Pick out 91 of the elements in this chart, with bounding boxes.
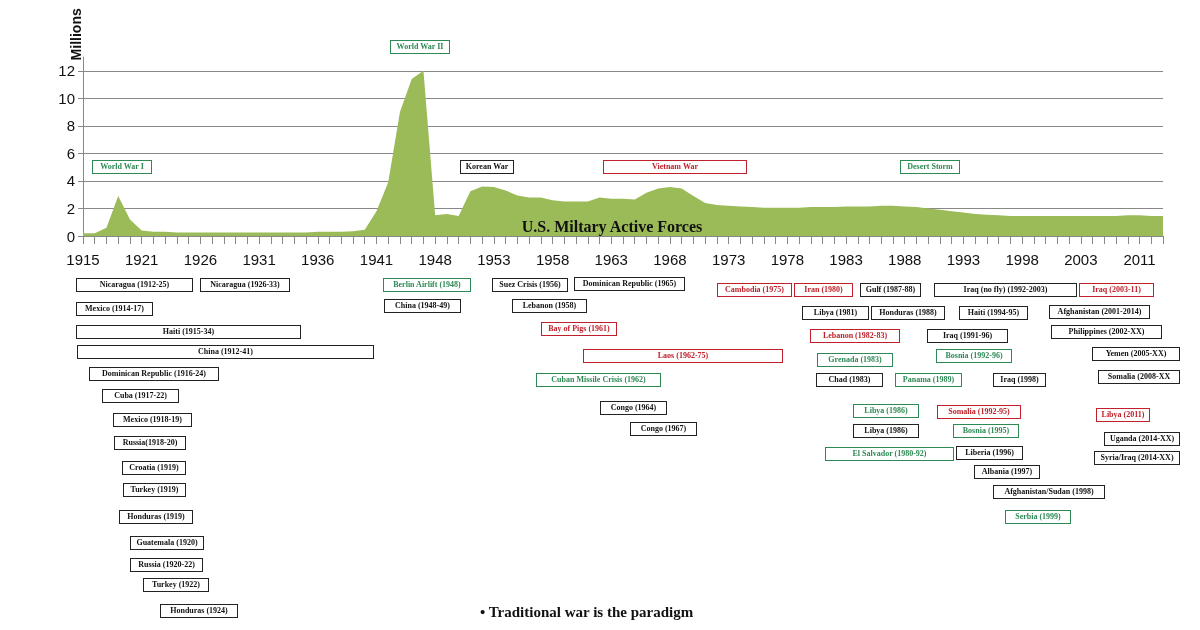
text: Iran (1980) <box>794 283 853 297</box>
text: Libya (1986) <box>853 404 919 418</box>
x-tick-label: 1931 <box>242 251 276 268</box>
text: Philippines (2002-XX) <box>1051 325 1162 339</box>
text: Honduras (1919) <box>119 510 193 524</box>
text: • Traditional war is the paradigm <box>480 604 694 621</box>
annotation: World War I <box>92 160 152 174</box>
text: Turkey (1922) <box>143 578 209 592</box>
text: Turkey (1919) <box>123 483 186 497</box>
text: Laos (1962-75) <box>583 349 783 363</box>
text: Libya (1986) <box>853 424 919 438</box>
text: Lebanon (1958) <box>512 299 587 313</box>
text: Russia(1918-20) <box>114 436 186 450</box>
text: Panama (1989) <box>895 373 962 387</box>
text: Cuba (1917-22) <box>102 389 179 403</box>
text: Congo (1967) <box>630 422 697 436</box>
y-tick-label: 8 <box>66 117 75 135</box>
x-tick-label: 1926 <box>183 251 218 268</box>
text: Afghanistan (2001-2014) <box>1049 305 1150 319</box>
text: Haiti (1915-34) <box>76 325 301 339</box>
text: Chad (1983) <box>816 373 883 387</box>
text: Libya (2011) <box>1096 408 1150 422</box>
text: Berlin Airlift (1948) <box>383 278 471 292</box>
x-tick-label: 2003 <box>1064 251 1098 268</box>
text: Mexico (1914-17) <box>76 302 153 316</box>
x-tick-label: 1921 <box>125 251 159 268</box>
text: Somalia (2008-XX <box>1098 370 1180 384</box>
text: World War II <box>390 40 450 54</box>
x-tick-label: 1958 <box>535 251 570 268</box>
text: Croatia (1919) <box>122 461 186 475</box>
annotation: Korean War <box>460 160 514 174</box>
y-tick-label: 10 <box>58 89 75 107</box>
text: Bosnia (1992-96) <box>936 349 1012 363</box>
text: Iraq (2003-11) <box>1079 283 1154 297</box>
text: U.S. Miltary Active Forces <box>521 217 703 236</box>
annotation: Desert Storm <box>900 160 960 174</box>
text: Honduras (1988) <box>871 306 945 320</box>
text: China (1948-49) <box>384 299 461 313</box>
text: Serbia (1999) <box>1005 510 1071 524</box>
y-axis-title: Millions <box>68 8 84 61</box>
x-tick-label: 1963 <box>594 251 628 268</box>
text: Russia (1920-22) <box>130 558 203 572</box>
x-tick-label: 1941 <box>359 251 394 268</box>
x-tick-label: 2011 <box>1123 251 1156 268</box>
y-tick-label: 12 <box>58 62 75 80</box>
text: Bosnia (1995) <box>953 424 1019 438</box>
text: Haiti (1994-95) <box>959 306 1028 320</box>
text: Nicaragua (1926-33) <box>200 278 290 292</box>
x-tick-label: 1978 <box>770 251 805 268</box>
text: China (1912-41) <box>77 345 374 359</box>
x-tick-label: 1948 <box>418 251 452 268</box>
text: Nicaragua (1912-25) <box>76 278 193 292</box>
y-tick-label: 0 <box>66 227 75 245</box>
text: Uganda (2014-XX) <box>1104 432 1180 446</box>
x-tick-label: 1993 <box>946 251 981 268</box>
text: Albania (1997) <box>974 465 1040 479</box>
x-tick-label: 1968 <box>653 251 687 268</box>
y-tick-label: 2 <box>66 199 75 217</box>
text: Yemen (2005-XX) <box>1092 347 1180 361</box>
x-tick-label: 1953 <box>477 251 511 268</box>
y-tick-label: 4 <box>66 172 75 190</box>
text: Iraq (1991-96) <box>927 329 1008 343</box>
text: Afghanistan/Sudan (1998) <box>993 485 1105 499</box>
x-tick-label: 1973 <box>711 251 746 268</box>
text: Cuban Missile Crisis (1962) <box>536 373 661 387</box>
text: Guatemala (1920) <box>130 536 204 550</box>
x-tick-label: 1988 <box>888 251 922 268</box>
annotation: Vietnam War <box>603 160 747 174</box>
text: El Salvador (1980-92) <box>825 447 954 461</box>
x-tick-label: 1936 <box>301 251 335 268</box>
text: Iraq (1998) <box>993 373 1046 387</box>
text: Gulf (1987-88) <box>860 283 921 297</box>
text: Mexico (1918-19) <box>113 413 192 427</box>
text: Lebanon (1982-83) <box>810 329 900 343</box>
text: Suez Crisis (1956) <box>492 278 568 292</box>
text: Dominican Republic (1965) <box>574 277 685 291</box>
text: Dominican Republic (1916-24) <box>89 367 219 381</box>
text: Iraq (no fly) (1992-2003) <box>934 283 1077 297</box>
text: Somalia (1992-95) <box>937 405 1021 419</box>
text: Honduras (1924) <box>160 604 238 618</box>
text: Syria/Iraq (2014-XX) <box>1094 451 1180 465</box>
text: Liberia (1996) <box>956 446 1023 460</box>
text: Grenada (1983) <box>817 353 893 367</box>
y-tick-label: 6 <box>66 144 75 162</box>
text: Bay of Pigs (1961) <box>541 322 617 336</box>
x-tick-label: 1998 <box>1005 251 1039 268</box>
x-tick-label: 1915 <box>66 251 100 268</box>
text: Congo (1964) <box>600 401 667 415</box>
text: Cambodia (1975) <box>717 283 792 297</box>
x-tick-label: 1983 <box>829 251 863 268</box>
text: Libya (1981) <box>802 306 869 320</box>
